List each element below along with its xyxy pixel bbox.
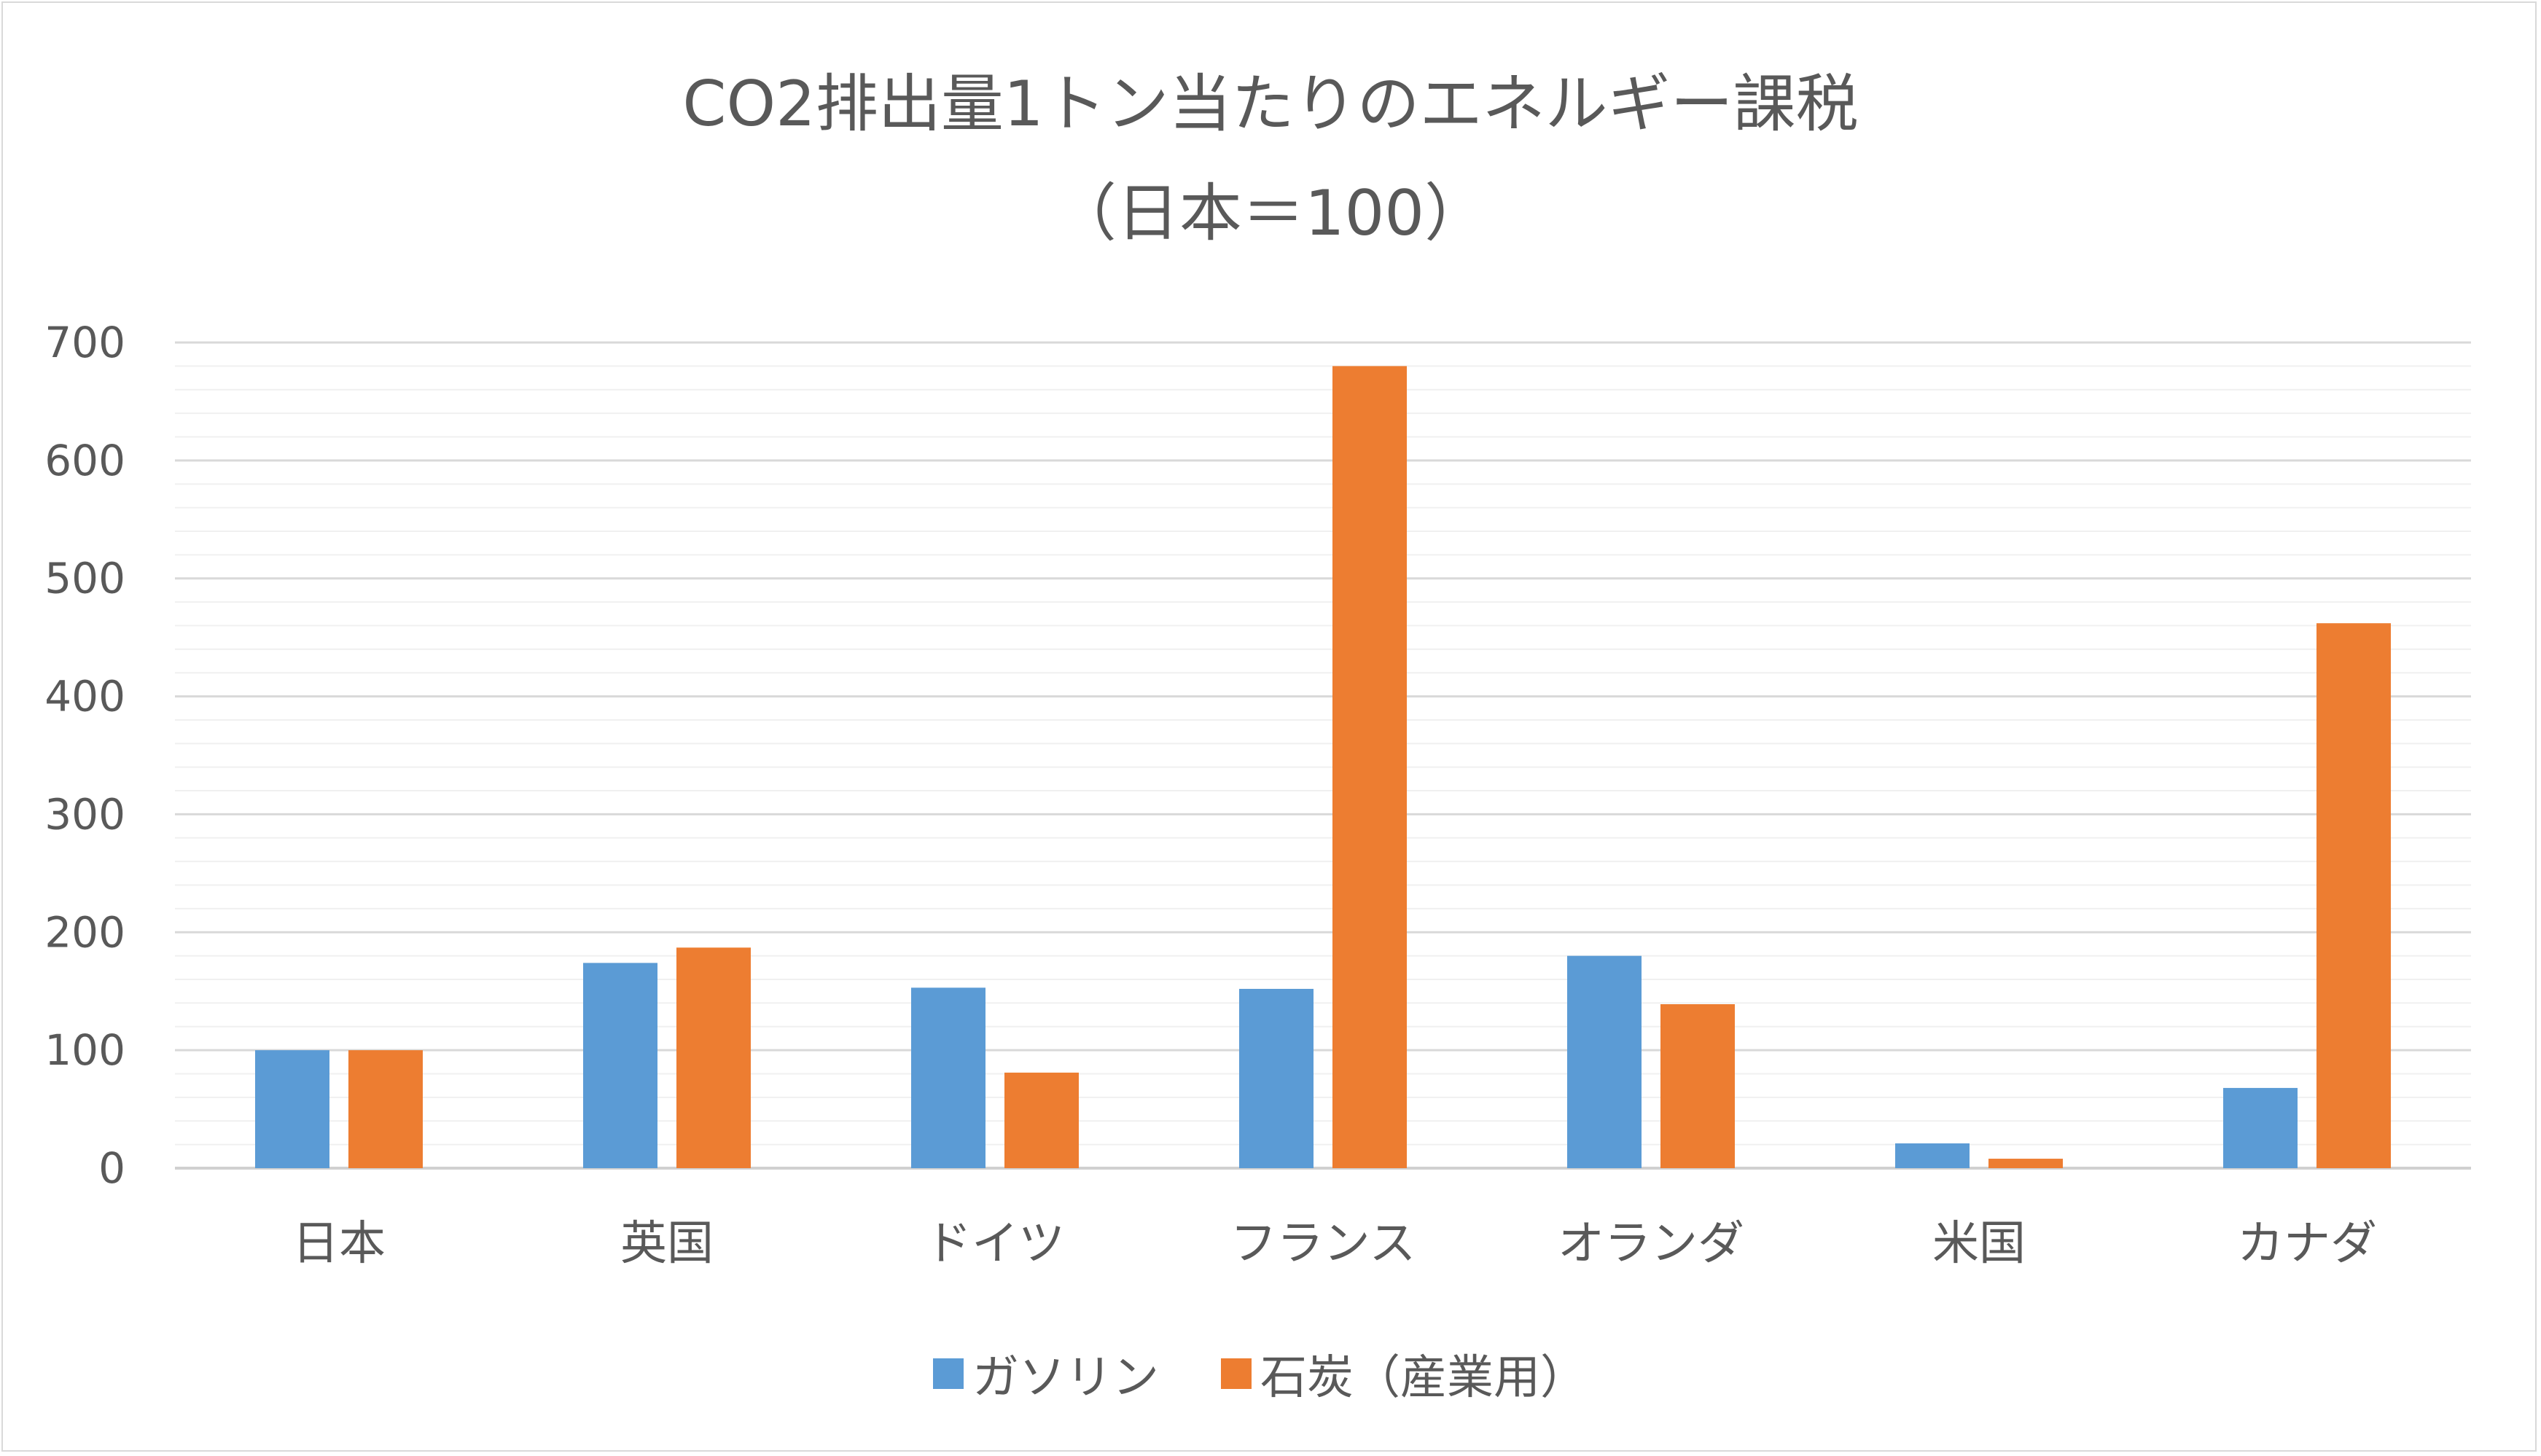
y-tick-label: 500	[44, 554, 125, 603]
x-tick-label: ドイツ	[925, 1217, 1065, 1271]
x-tick-label: オランダ	[1558, 1217, 1744, 1271]
x-tick-label: カナダ	[2237, 1217, 2377, 1271]
legend-item-gasoline: ガソリン	[933, 1341, 1159, 1406]
chart-subtitle: （日本＝100）	[1053, 177, 1488, 250]
x-tick-label: 米国	[1932, 1217, 2026, 1271]
bar-coal	[348, 1050, 423, 1168]
y-tick-label: 400	[44, 672, 125, 721]
y-tick-label: 300	[44, 789, 125, 839]
y-tick-label: 600	[44, 436, 125, 485]
bar-gasoline	[2223, 1087, 2298, 1168]
bar-coal	[676, 947, 751, 1168]
bar-gasoline	[911, 987, 985, 1168]
x-tick-label: 英国	[620, 1217, 714, 1271]
x-tick-label: フランス	[1230, 1217, 1416, 1271]
legend-label-gasoline: ガソリン	[972, 1351, 1159, 1405]
bar-coal	[1004, 1072, 1079, 1168]
legend-swatch-coal	[1221, 1358, 1252, 1389]
legend: ガソリン 石炭（産業用）	[0, 1341, 2541, 1406]
bar-gasoline	[583, 963, 657, 1168]
bar-coal	[1332, 366, 1407, 1168]
bar-coal	[2316, 623, 2391, 1168]
bar-coal	[1660, 1004, 1735, 1168]
y-tick-label: 100	[44, 1025, 125, 1075]
y-tick-label: 200	[44, 907, 125, 957]
x-tick-label: 日本	[292, 1217, 386, 1271]
legend-swatch-gasoline	[933, 1358, 964, 1389]
y-tick-label: 0	[98, 1143, 125, 1193]
bar-gasoline	[1567, 955, 1642, 1168]
bar-coal	[1988, 1159, 2063, 1168]
chart-title: CO2排出量1トン当たりのエネルギー課税	[682, 68, 1859, 141]
bar-gasoline	[1239, 988, 1314, 1168]
y-tick-label: 700	[44, 318, 125, 367]
legend-label-coal: 石炭（産業用）	[1260, 1351, 1587, 1405]
bar-gasoline	[1895, 1143, 1970, 1168]
bar-gasoline	[255, 1050, 329, 1168]
legend-item-coal: 石炭（産業用）	[1221, 1341, 1587, 1406]
